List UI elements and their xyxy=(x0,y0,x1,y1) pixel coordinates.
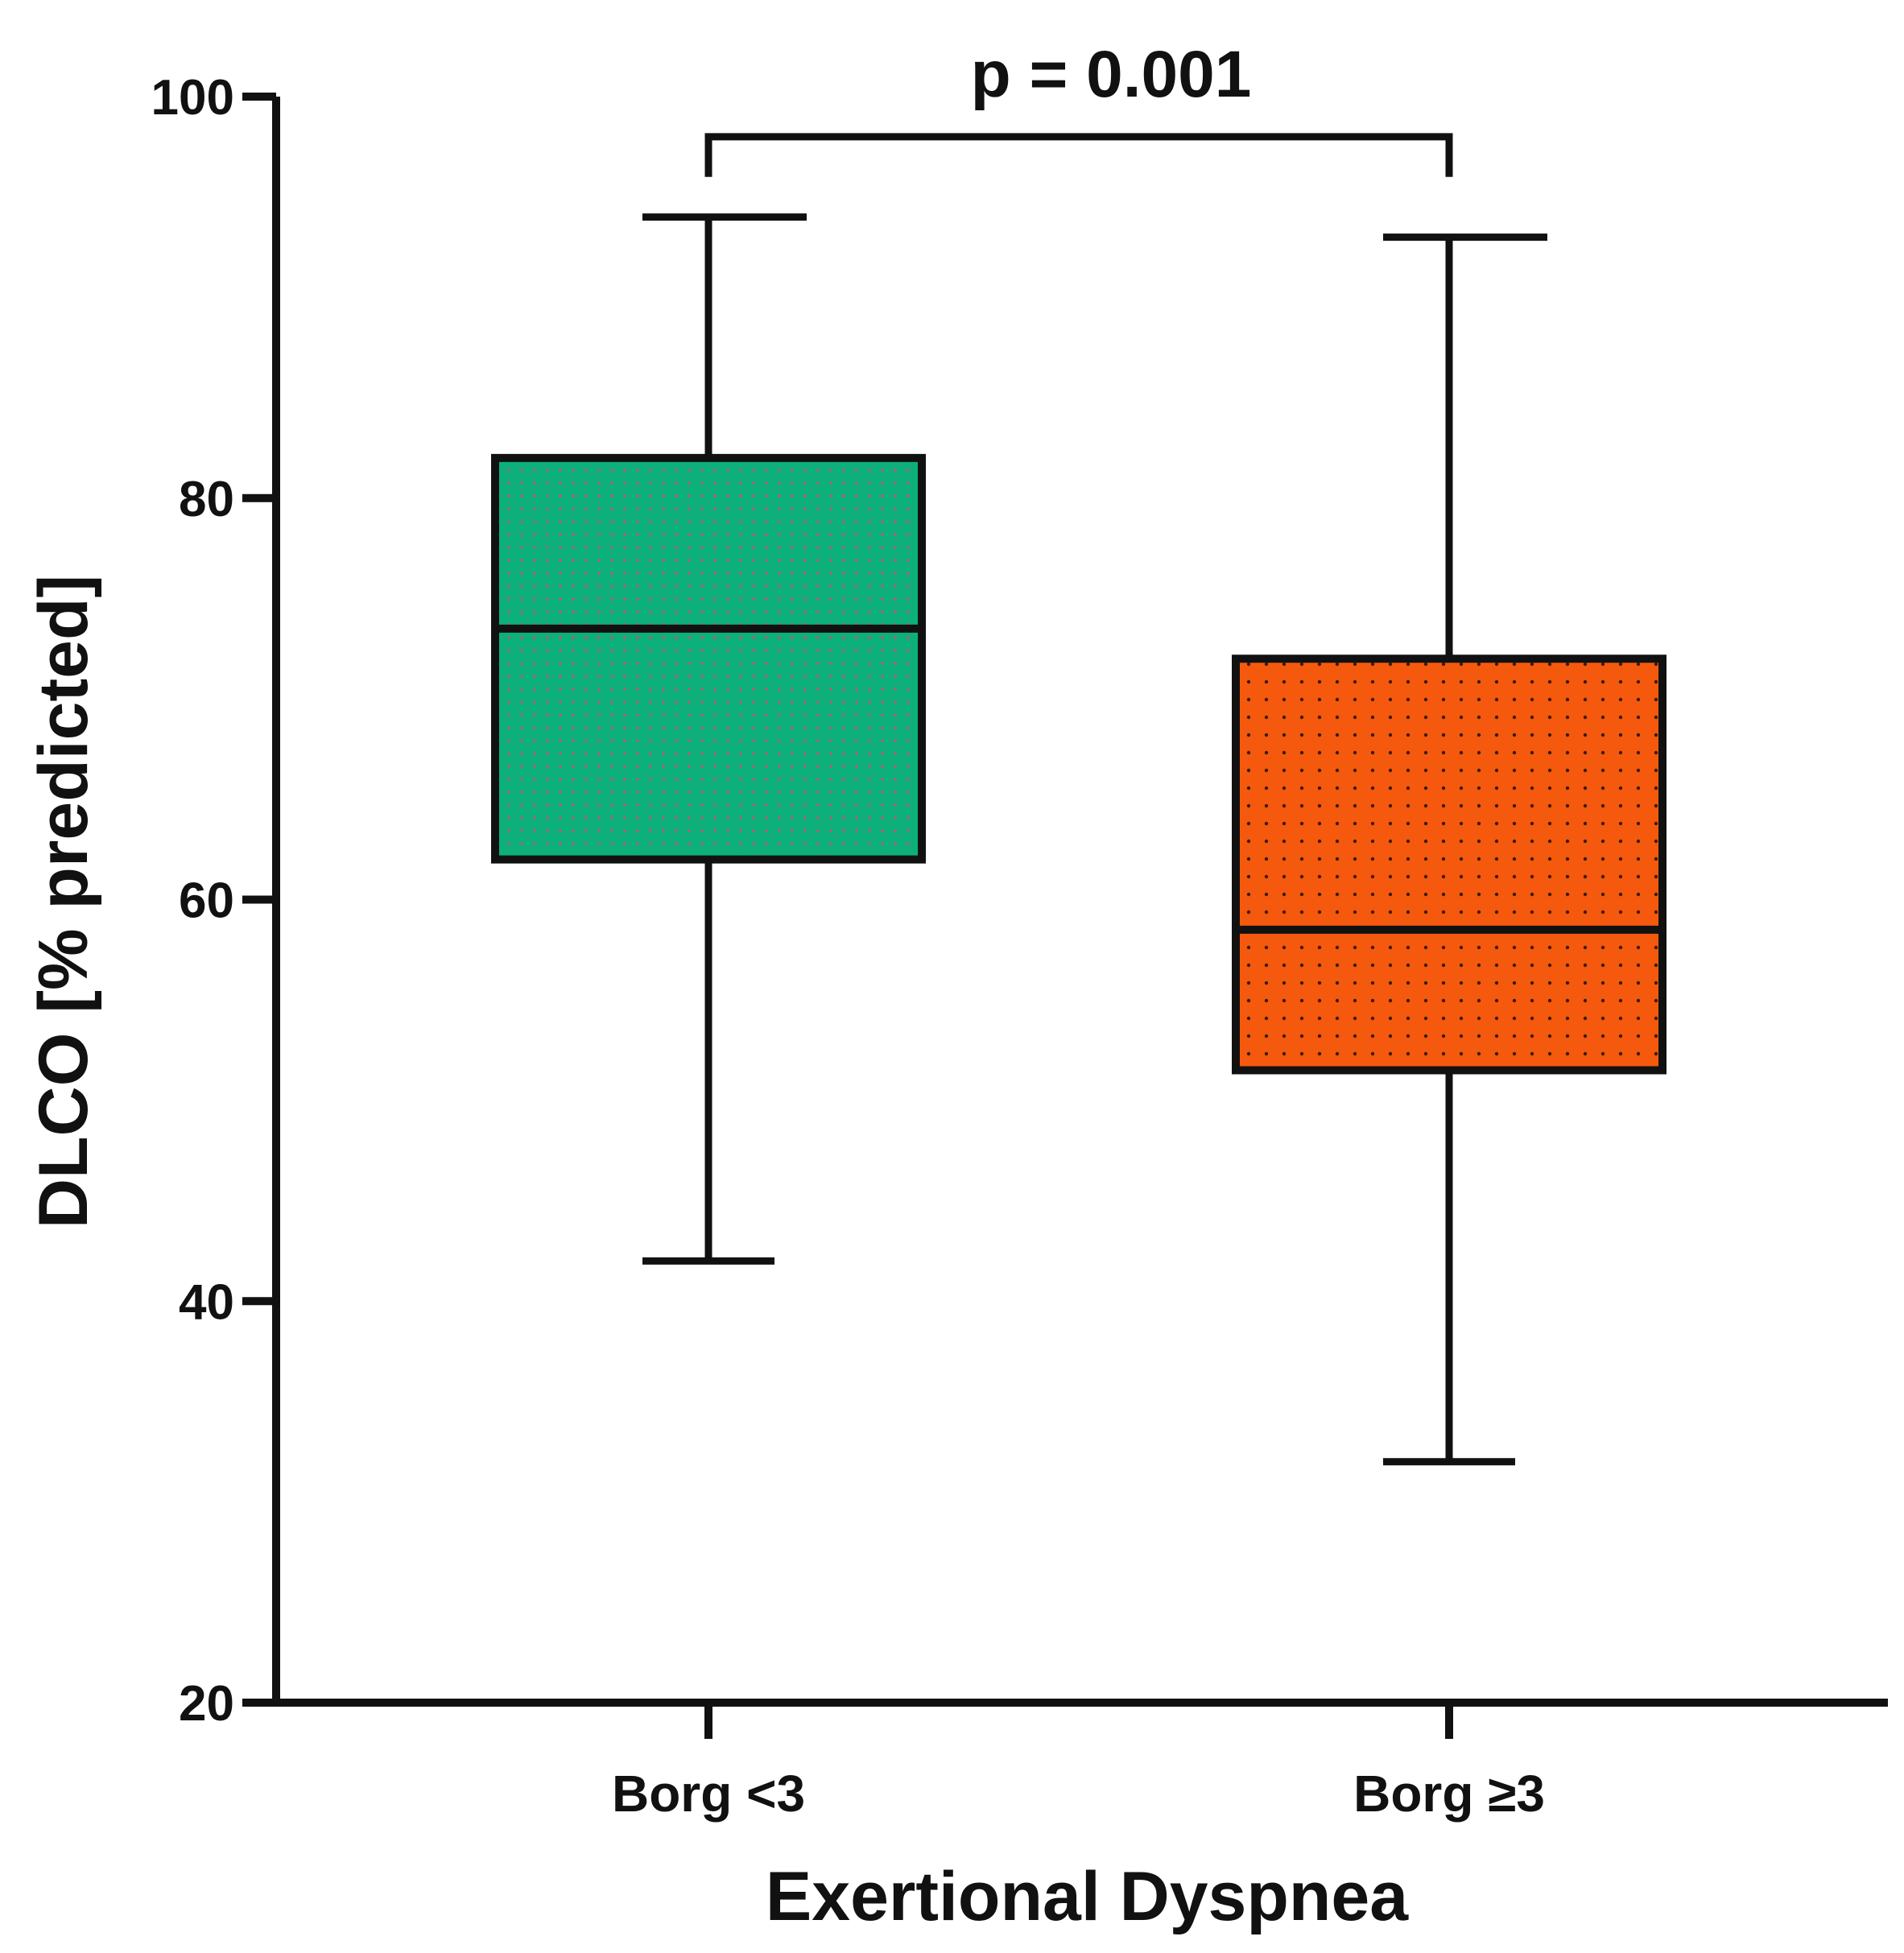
x-tick-label-borg-ge3: Borg ≥3 xyxy=(1353,1765,1545,1823)
p-value-annotation: p = 0.001 xyxy=(971,38,1252,111)
y-tick-label-60: 60 xyxy=(179,873,234,929)
box-borg-lt3 xyxy=(491,453,926,864)
y-tick-label-40: 40 xyxy=(179,1274,234,1330)
box-borg-ge3 xyxy=(1232,654,1667,1075)
y-axis-title: DLCO [% predicted] xyxy=(25,575,102,1228)
y-tick-label-20: 20 xyxy=(179,1676,234,1732)
x-axis-title: Exertional Dyspnea xyxy=(766,1858,1409,1935)
y-tick-label-80: 80 xyxy=(179,472,234,527)
significance-bracket xyxy=(704,133,1453,177)
y-tick-label-100: 100 xyxy=(151,70,234,126)
x-tick-label-borg-lt3: Borg <3 xyxy=(612,1765,805,1823)
